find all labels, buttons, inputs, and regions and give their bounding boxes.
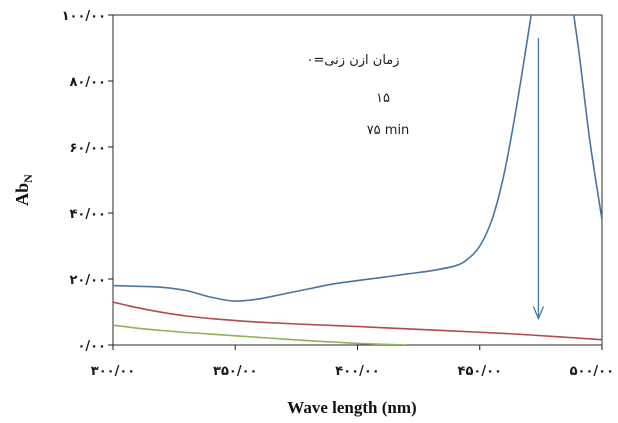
series-line-1: [113, 15, 602, 302]
legend-line-3: ۷۵ min: [367, 123, 410, 138]
y-axis-title-sub: N: [21, 174, 35, 183]
x-tick-label: ۴۰۰/۰۰: [335, 364, 379, 379]
x-axis-title: Wave length (nm): [287, 398, 416, 417]
y-axis-title-main: Ab: [12, 183, 32, 206]
y-tick-label: ۶۰/۰۰: [70, 141, 107, 156]
annotation-layer: [532, 38, 545, 321]
series-line-3: [113, 324, 407, 345]
y-tick-label: ۰/۰۰: [77, 339, 106, 354]
x-tick-label: ۵۰۰/۰۰: [570, 364, 614, 379]
y-axis: ۰/۰۰ ۲۰/۰۰ ۴۰/۰۰ ۶۰/۰۰ ۸۰/۰۰ ۱۰۰/۰۰: [62, 9, 113, 354]
x-axis: ۳۰۰/۰۰ ۳۵۰/۰۰ ۴۰۰/۰۰ ۴۵۰/۰۰ ۵۰۰/۰۰: [91, 345, 614, 379]
y-tick-label: ۲۰/۰۰: [70, 273, 107, 288]
x-tick-label: ۴۵۰/۰۰: [458, 364, 502, 379]
y-tick-label: ۱۰۰/۰۰: [62, 9, 106, 24]
y-tick-label: ۴۰/۰۰: [70, 207, 107, 222]
arrow-head: [532, 306, 545, 321]
y-tick-label: ۸۰/۰۰: [70, 75, 107, 90]
series-layer: [113, 15, 602, 345]
x-tick-label: ۳۵۰/۰۰: [213, 364, 257, 379]
legend-line-1: ۰=زمان ازن زنی: [306, 53, 399, 68]
series-line-2: [113, 301, 602, 341]
legend-line-2: ۱۵: [376, 91, 390, 106]
x-tick-label: ۳۰۰/۰۰: [91, 364, 135, 379]
y-axis-title: AbN: [12, 174, 35, 206]
